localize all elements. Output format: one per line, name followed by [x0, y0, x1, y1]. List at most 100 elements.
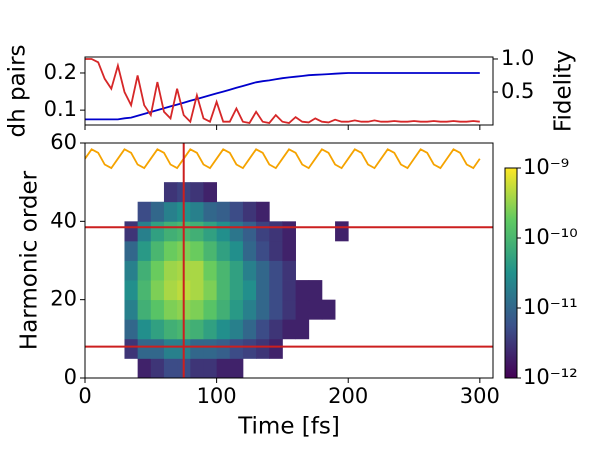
heatmap-cell — [150, 240, 165, 261]
heatmap-cell — [124, 260, 139, 281]
heatmap-cell — [282, 240, 296, 261]
heatmap-cell — [203, 240, 218, 261]
heatmap-cell — [216, 221, 231, 242]
heatmap-cell — [242, 319, 257, 340]
heatmap-cell — [150, 299, 165, 320]
heatmap-cell — [229, 299, 244, 320]
heatmap-cell — [190, 240, 204, 261]
heatmap-cell — [256, 280, 270, 301]
heatmap-cell — [150, 201, 165, 222]
colorbar — [504, 167, 518, 379]
y-axis-label: dh pairs — [5, 44, 31, 137]
y-axis-label: Harmonic order — [17, 170, 43, 350]
heatmap-cell — [256, 221, 270, 242]
heatmap-cell — [163, 319, 178, 340]
heatmap-cell — [216, 358, 231, 378]
heatmap-cell — [203, 221, 218, 242]
y-tick-label: 20 — [50, 287, 77, 311]
heatmap-cell — [137, 299, 152, 320]
heatmap-cell — [150, 280, 165, 301]
heatmap-cell — [308, 299, 323, 320]
heatmap-cell — [150, 319, 165, 340]
heatmap-cell — [163, 221, 178, 242]
heatmap-cell — [216, 319, 231, 340]
heatmap-cell — [269, 338, 283, 359]
heatmap-cell — [269, 299, 283, 320]
colorbar-tick-label: 10⁻¹² — [523, 365, 578, 389]
heatmap-cell — [216, 338, 231, 359]
heatmap-cell — [190, 338, 204, 359]
heatmap-cell — [190, 182, 204, 203]
heatmap-cell — [295, 280, 310, 301]
x-axis-label: Time [fs] — [237, 414, 340, 440]
x-tick-label: 0 — [78, 384, 91, 408]
frame — [84, 142, 494, 379]
heatmap-cell — [229, 260, 244, 281]
heatmap-cell — [137, 260, 152, 281]
heatmap-cell — [282, 260, 296, 281]
heatmap-cell — [242, 338, 257, 359]
heatmap-cell — [150, 260, 165, 281]
heatmap-cell — [190, 221, 204, 242]
y2-tick-label: 1.0 — [501, 46, 534, 70]
heatmap-cell — [163, 182, 178, 203]
heatmap-cell — [242, 221, 257, 242]
heatmap-cell — [282, 280, 296, 301]
heatmap-cell — [190, 358, 204, 378]
heatmap-cell — [308, 280, 323, 301]
heatmap-cell — [163, 358, 178, 378]
heatmap-cell — [137, 221, 152, 242]
heatmap-cell — [229, 358, 244, 378]
heatmap-cell — [163, 260, 178, 281]
heatmap-cell — [163, 240, 178, 261]
heatmap-cell — [269, 240, 283, 261]
x-tick-label: 100 — [197, 384, 237, 408]
heatmap-cell — [163, 299, 178, 320]
heatmap-cell — [163, 201, 178, 222]
heatmap-cell — [137, 280, 152, 301]
heatmap-cell — [150, 358, 165, 378]
heatmap-cell — [137, 338, 152, 359]
heatmap-cell — [190, 299, 204, 320]
heatmap-cell — [256, 338, 270, 359]
y-tick-label: 0.1 — [44, 97, 77, 121]
heatmap-cell — [256, 260, 270, 281]
y2-tick-label: 0.5 — [501, 79, 534, 103]
heatmap-cell — [124, 299, 139, 320]
y2-axis-label: Fidelity — [551, 50, 577, 132]
y-tick-label: 0 — [64, 365, 77, 389]
heatmap-cell — [150, 338, 165, 359]
heatmap-cell — [124, 240, 139, 261]
heatmap-cell — [229, 319, 244, 340]
heatmap-cell — [203, 201, 218, 222]
heatmap — [124, 182, 349, 378]
heatmap-cell — [282, 319, 296, 340]
heatmap-cell — [190, 201, 204, 222]
heatmap-cell — [190, 260, 204, 281]
heatmap-cell — [190, 280, 204, 301]
heatmap-cell — [203, 358, 218, 378]
heatmap-cell — [137, 358, 152, 378]
heatmap-cell — [216, 201, 231, 222]
heatmap-cell — [216, 280, 231, 301]
y-tick-label: 60 — [50, 130, 77, 154]
frame — [84, 56, 494, 126]
heatmap-cell — [124, 221, 139, 242]
heatmap-cell — [137, 240, 152, 261]
x-tick-label: 200 — [328, 384, 368, 408]
heatmap-cell — [190, 319, 204, 340]
heatmap-cell — [242, 299, 257, 320]
heatmap-cell — [229, 280, 244, 301]
heatmap-cell — [269, 221, 283, 242]
heatmap-cell — [203, 338, 218, 359]
heatmap-cell — [295, 319, 310, 340]
heatmap-cell — [269, 280, 283, 301]
series-line — [85, 58, 480, 125]
heatmap-cell — [269, 319, 283, 340]
heatmap-cell — [269, 260, 283, 281]
heatmap-cell — [282, 299, 296, 320]
x-tick-label: 300 — [460, 384, 500, 408]
heatmap-cell — [256, 299, 270, 320]
heatmap-cell — [321, 299, 336, 320]
